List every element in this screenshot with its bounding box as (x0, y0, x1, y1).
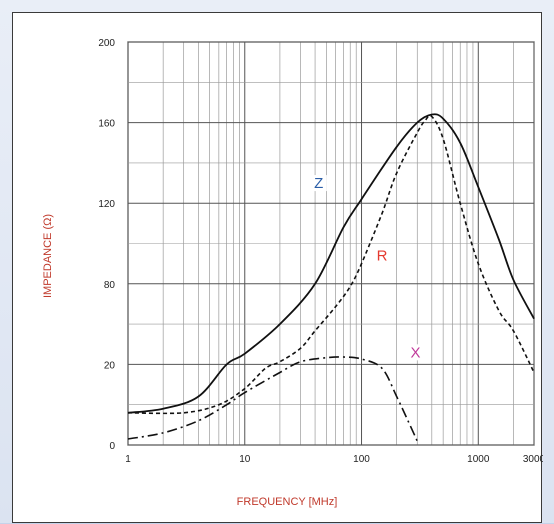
y-axis-title: IMPEDANCE (Ω) (42, 214, 54, 298)
curve-labels: Z R X (310, 175, 424, 361)
x-tick-label: 1000 (467, 454, 490, 465)
curve-z (127, 113, 535, 414)
y-tick-label: 80 (104, 280, 116, 291)
chart-panel: 1 10 100 1000 3000 0 20 80 120 160 200 Z R X FREQUEN… (12, 12, 543, 523)
curve-x (127, 356, 418, 442)
x-axis-title: FREQUENCY [MHz] (237, 496, 338, 508)
x-tick-label: 3000 (523, 454, 543, 465)
y-tick-label: 120 (98, 199, 115, 210)
grid (127, 41, 535, 446)
curves (127, 113, 535, 442)
curve-label-z: Z (314, 175, 323, 192)
y-tick-label: 160 (98, 119, 115, 130)
curve-label-backdrop (407, 344, 424, 361)
curve-label-r: R (377, 248, 388, 265)
curve-label-backdrop (310, 175, 327, 192)
x-tick-label: 1 (125, 454, 131, 465)
curve-label-backdrop (374, 247, 391, 264)
impedance-chart: 1 10 100 1000 3000 0 20 80 120 160 200 Z R X FREQUEN… (42, 38, 543, 508)
y-tick-label: 20 (104, 360, 116, 371)
x-tick-label: 100 (353, 454, 370, 465)
curve-label-x: X (411, 344, 421, 361)
x-tick-label: 10 (239, 454, 251, 465)
y-tick-label: 0 (109, 441, 115, 452)
axis-ticks: 1 10 100 1000 3000 0 20 80 120 160 200 (98, 38, 543, 465)
y-tick-label: 200 (98, 38, 115, 49)
